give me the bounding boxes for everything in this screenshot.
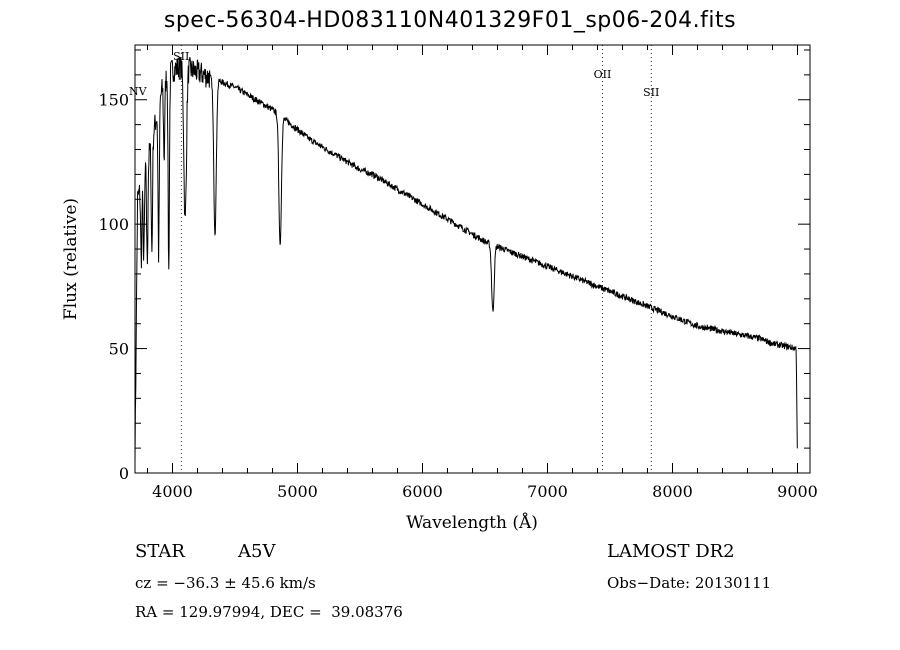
axis-ticks: 4000 5000 6000 7000 8000 9000 0 50 100 150 xyxy=(98,45,818,501)
line-marker-label: SII xyxy=(643,86,659,99)
y-tick-label: 0 xyxy=(119,464,129,483)
x-tick-label: 6000 xyxy=(402,482,443,501)
line-marker-label: OII xyxy=(594,68,612,81)
observation-date: Obs−Date: 20130111 xyxy=(607,574,772,592)
line-marker-label: NV xyxy=(129,85,148,98)
x-tick-label: 5000 xyxy=(277,482,318,501)
x-tick-label: 7000 xyxy=(527,482,568,501)
object-type: STAR xyxy=(135,541,185,562)
survey-name: LAMOST DR2 xyxy=(607,541,735,562)
y-tick-label: 150 xyxy=(98,91,129,110)
y-tick-label: 50 xyxy=(109,340,129,359)
spectrum-line xyxy=(134,56,798,464)
coordinates: RA = 129.97994, DEC = 39.08376 xyxy=(135,603,403,621)
y-axis-label: Flux (relative) xyxy=(61,198,81,320)
x-tick-label: 9000 xyxy=(777,482,818,501)
x-axis-label: Wavelength (Å) xyxy=(406,512,538,533)
x-tick-label: 4000 xyxy=(152,482,193,501)
chart-title: spec-56304-HD083110N401329F01_sp06-204.f… xyxy=(163,8,737,33)
y-tick-label: 100 xyxy=(98,215,129,234)
plot-frame xyxy=(134,44,811,474)
x-tick-label: 8000 xyxy=(652,482,693,501)
redshift-cz: cz = −36.3 ± 45.6 km/s xyxy=(135,574,316,592)
subclass: A5V xyxy=(238,541,276,562)
